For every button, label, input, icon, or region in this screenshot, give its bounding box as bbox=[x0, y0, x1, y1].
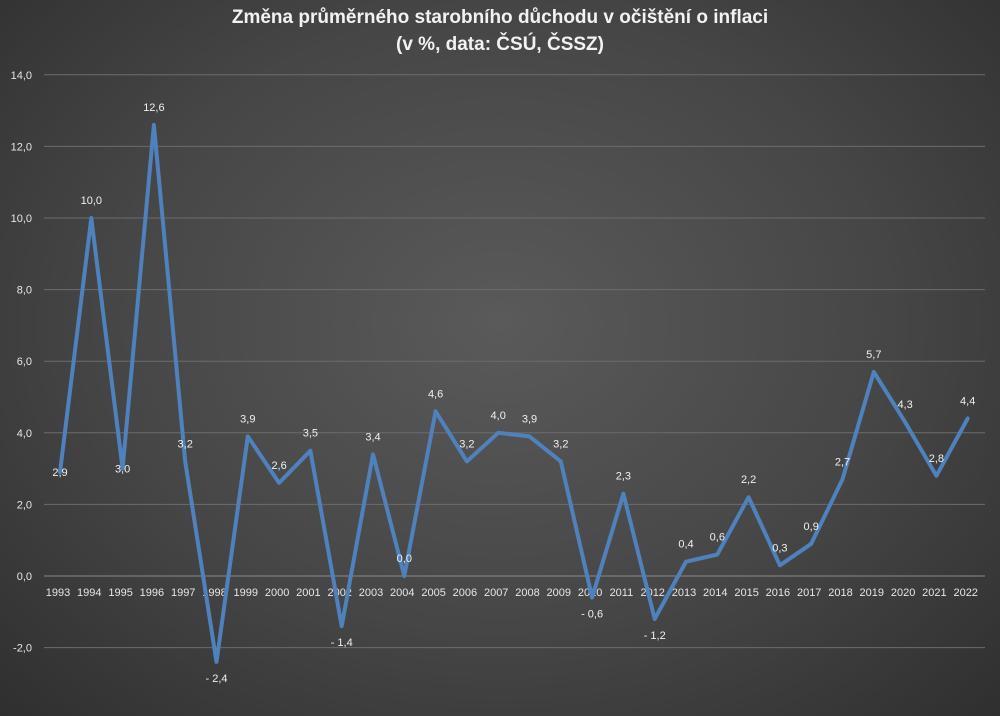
data-label: 3,5 bbox=[303, 428, 318, 440]
data-label: 0,6 bbox=[710, 532, 725, 544]
x-tick-label: 2018 bbox=[828, 587, 852, 599]
data-label: 12,6 bbox=[143, 102, 164, 114]
x-tick-label: 2017 bbox=[797, 587, 821, 599]
x-tick-label: 2006 bbox=[453, 587, 477, 599]
data-label: 3,0 bbox=[115, 464, 130, 476]
x-tick-label: 2012 bbox=[640, 587, 664, 599]
y-tick-label: 8,0 bbox=[17, 285, 32, 297]
data-label: 5,7 bbox=[866, 349, 881, 361]
chart-subtitle: (v %, data: ČSÚ, ČSSZ) bbox=[396, 34, 604, 55]
data-label: 3,9 bbox=[240, 413, 255, 425]
data-label: 2,2 bbox=[741, 474, 756, 486]
x-tick-label: 2015 bbox=[734, 587, 758, 599]
x-tick-label: 2022 bbox=[953, 587, 977, 599]
x-axis-ticks: 1993 1994 1995 1996 1997 1998 1999 2000 2001 2002… bbox=[46, 587, 978, 599]
x-tick-label: 1996 bbox=[140, 587, 164, 599]
series-line bbox=[58, 122, 970, 664]
data-label: 3,2 bbox=[553, 438, 568, 450]
data-label: 4,6 bbox=[428, 388, 443, 400]
y-tick-label: 10,0 bbox=[11, 213, 32, 225]
x-tick-label: 2003 bbox=[359, 587, 383, 599]
data-points bbox=[59, 124, 968, 663]
data-label: - 0,6 bbox=[581, 608, 603, 620]
y-tick-label: -2,0 bbox=[13, 643, 32, 655]
x-tick-label: 2009 bbox=[547, 587, 571, 599]
x-tick-label: 2019 bbox=[860, 587, 884, 599]
x-tick-label: 2008 bbox=[515, 587, 539, 599]
x-tick-label: 2013 bbox=[672, 587, 696, 599]
x-tick-label: 1995 bbox=[108, 587, 132, 599]
data-label: - 2,4 bbox=[205, 673, 227, 685]
y-tick-label: 12,0 bbox=[11, 141, 32, 153]
data-label: 3,9 bbox=[522, 413, 537, 425]
data-label: 0,0 bbox=[397, 553, 412, 565]
data-label: - 1,4 bbox=[331, 637, 353, 649]
y-tick-label: 2,0 bbox=[17, 499, 32, 511]
grid-layer bbox=[44, 74, 985, 649]
x-tick-label: 2007 bbox=[484, 587, 508, 599]
y-axis-ticks: 14,0 12,0 10,0 8,0 6,0 4,0 2,0 0,0 -2,0 bbox=[11, 70, 32, 655]
x-tick-label: 2011 bbox=[610, 587, 634, 599]
data-label: 10,0 bbox=[81, 195, 102, 207]
y-tick-label: 6,0 bbox=[17, 356, 32, 368]
y-tick-label: 0,0 bbox=[17, 571, 32, 583]
data-label: 4,4 bbox=[960, 395, 975, 407]
data-label: 2,3 bbox=[616, 471, 631, 483]
data-label: 0,4 bbox=[678, 539, 693, 551]
chart-title-block: Změna průměrného starobního důchodu v oč… bbox=[0, 4, 1000, 58]
x-tick-label: 2021 bbox=[922, 587, 946, 599]
x-tick-label: 2004 bbox=[390, 587, 414, 599]
data-label: 0,9 bbox=[804, 521, 819, 533]
x-tick-label: 1994 bbox=[77, 587, 101, 599]
x-tick-label: 1993 bbox=[46, 587, 70, 599]
data-label: - 1,2 bbox=[644, 630, 666, 642]
data-labels: 2,9 10,0 3,0 12,6 3,2 - 2,4 3,9 2,6 3,5 - 1,4 3,4 0… bbox=[52, 102, 975, 685]
x-tick-label: 1997 bbox=[171, 587, 195, 599]
x-tick-label: 2014 bbox=[703, 587, 727, 599]
data-label: 4,3 bbox=[897, 399, 912, 411]
data-label: 2,8 bbox=[929, 453, 944, 465]
x-tick-label: 2000 bbox=[265, 587, 289, 599]
data-label: 2,7 bbox=[835, 456, 850, 468]
data-label: 3,2 bbox=[178, 438, 193, 450]
x-tick-label: 2020 bbox=[891, 587, 915, 599]
y-tick-label: 14,0 bbox=[11, 70, 32, 82]
x-tick-label: 2016 bbox=[766, 587, 790, 599]
data-label: 4,0 bbox=[491, 410, 506, 422]
data-label: 2,9 bbox=[52, 467, 67, 479]
data-label: 0,3 bbox=[772, 542, 787, 554]
x-tick-label: 1999 bbox=[234, 587, 258, 599]
x-tick-label: 2001 bbox=[296, 587, 320, 599]
x-tick-label: 2005 bbox=[421, 587, 445, 599]
data-label: 2,6 bbox=[271, 460, 286, 472]
chart-title: Změna průměrného starobního důchodu v oč… bbox=[231, 7, 769, 28]
data-label: 3,4 bbox=[365, 431, 380, 443]
data-label: 3,2 bbox=[459, 438, 474, 450]
y-tick-label: 4,0 bbox=[17, 428, 32, 440]
x-tick-label: 1998 bbox=[202, 587, 226, 599]
